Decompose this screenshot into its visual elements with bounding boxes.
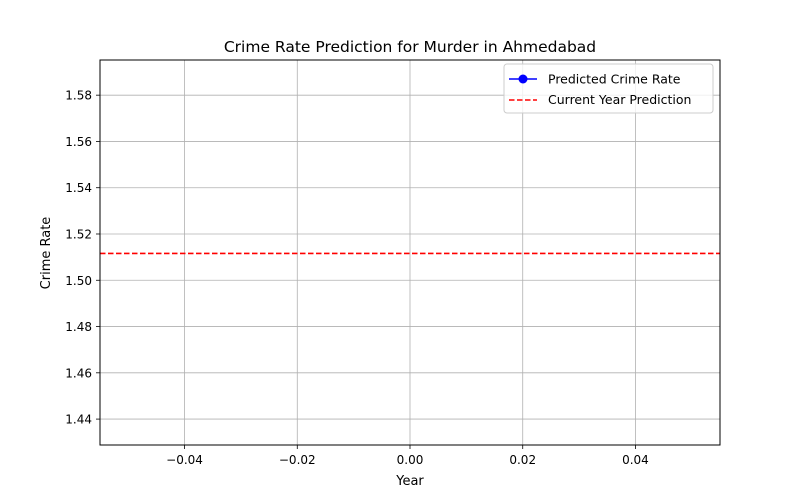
y-tick-label: 1.54 <box>65 181 92 195</box>
y-tick-label: 1.58 <box>65 89 92 103</box>
y-tick-label: 1.48 <box>65 320 92 334</box>
legend-box <box>503 63 714 114</box>
y-tick-label: 1.44 <box>65 413 92 427</box>
y-axis-title: Crime Rate <box>39 217 54 290</box>
x-tick-label: 0.00 <box>397 453 424 467</box>
grid <box>100 60 720 445</box>
y-tick-label: 1.46 <box>65 366 92 380</box>
legend-swatch-predicted-marker <box>518 74 528 84</box>
legend-label-predicted-crime-rate: Predicted Crime Rate <box>548 72 681 87</box>
y-tick-label: 1.52 <box>65 227 92 241</box>
legend-label-current-year-prediction: Current Year Prediction <box>548 92 691 107</box>
y-tick-label: 1.50 <box>65 274 92 288</box>
x-tick-label: 0.04 <box>622 453 649 467</box>
x-axis-title: Year <box>395 474 424 489</box>
x-tick-label: −0.04 <box>166 453 203 467</box>
y-tick-label: 1.56 <box>65 135 92 149</box>
chart-title: Crime Rate Prediction for Murder in Ahme… <box>224 38 596 56</box>
y-axis-ticks: 1.44 1.46 1.48 1.50 1.52 1.54 1.56 1.58 <box>65 89 100 427</box>
x-tick-label: −0.02 <box>279 453 316 467</box>
legend: Predicted Crime Rate Current Year Predic… <box>503 63 714 114</box>
x-axis-ticks: −0.04 −0.02 0.00 0.02 0.04 <box>166 445 649 467</box>
x-tick-label: 0.02 <box>509 453 536 467</box>
